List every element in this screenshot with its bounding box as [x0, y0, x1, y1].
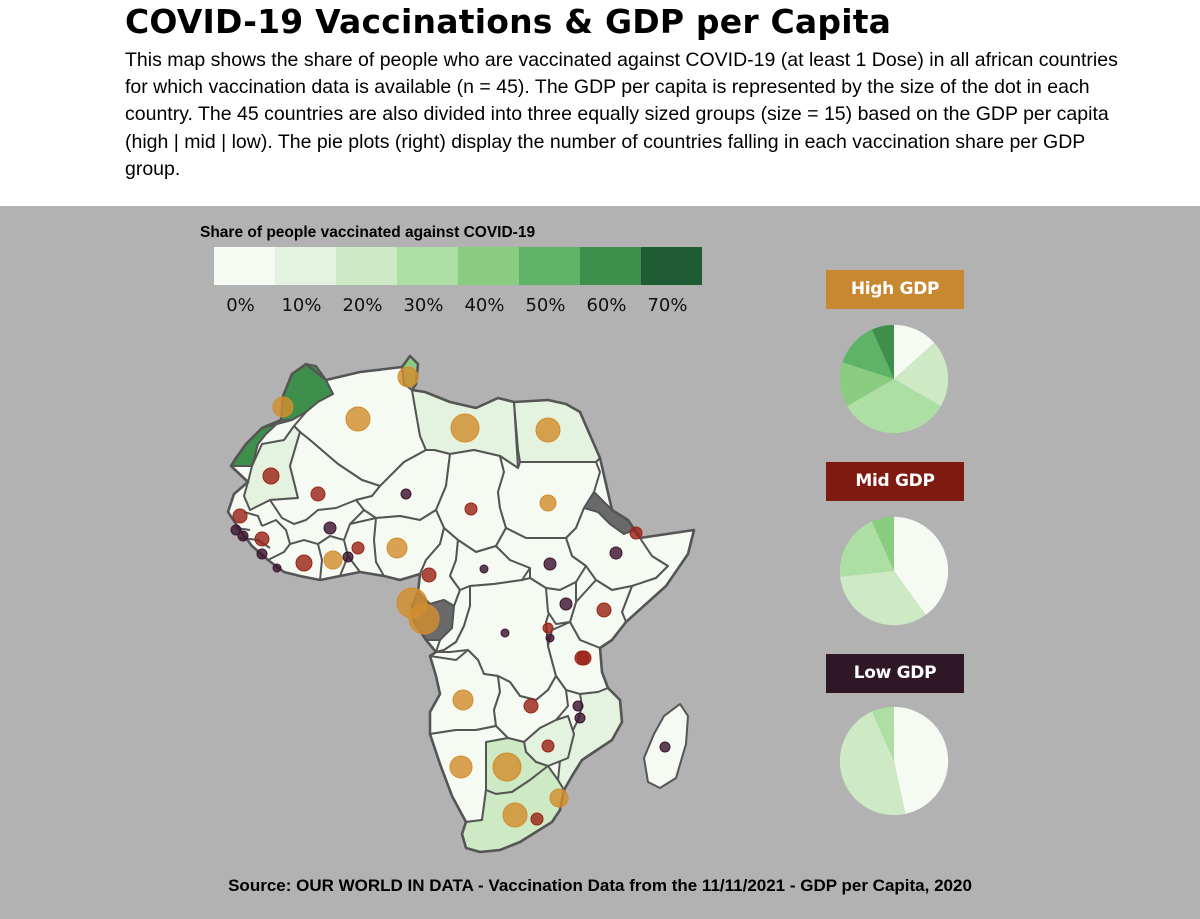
pie-slice	[894, 342, 949, 407]
legend-swatch	[275, 247, 336, 285]
high-gdp-label: High GDP	[826, 270, 964, 309]
gdp-dot-gabon	[408, 603, 440, 635]
gdp-dot-cameroon	[421, 567, 437, 583]
legend-title: Share of people vaccinated against COVID…	[200, 224, 536, 241]
gdp-dot-uganda	[559, 597, 573, 611]
legend-tick-label: 70%	[647, 295, 688, 316]
mid-gdp-pie	[839, 516, 949, 626]
gdp-dot-south-africa	[502, 802, 528, 828]
gdp-dot-guinea-bissau	[237, 530, 249, 542]
color-legend-bar	[214, 247, 702, 285]
pie-slice	[894, 516, 949, 615]
pie-slice	[839, 711, 906, 816]
legend-tick-label: 20%	[342, 295, 383, 316]
country-border	[261, 518, 291, 545]
gdp-dot-madagascar	[659, 741, 671, 753]
gdp-dot-burundi	[545, 633, 555, 643]
legend-swatch	[580, 247, 641, 285]
gdp-dot-central-african-republic	[479, 564, 489, 574]
low-gdp-label: Low GDP	[826, 654, 964, 693]
gdp-dot-eswatini	[549, 788, 569, 808]
gdp-dot-zimbabwe	[541, 739, 555, 753]
high-gdp-pie	[839, 324, 949, 434]
gdp-dot-burkina-faso	[323, 521, 337, 535]
chart-description: This map shows the share of people who a…	[125, 49, 1118, 180]
gdp-dot-senegal	[232, 508, 248, 524]
gdp-dot-dr-congo	[500, 628, 510, 638]
continent-outline	[226, 354, 696, 854]
gdp-dot-chad	[464, 502, 478, 516]
pie-slice	[847, 379, 941, 434]
gdp-dot-tunisia	[397, 366, 419, 388]
gdp-dot-libya	[450, 413, 480, 443]
gdp-dot-tanzania	[576, 650, 592, 666]
gdp-dot-niger	[400, 488, 412, 500]
legend-tick-label: 60%	[586, 295, 627, 316]
gdp-dot-egypt	[535, 417, 561, 443]
gdp-dot-djibouti	[629, 526, 643, 540]
legend-tick-label: 10%	[281, 295, 322, 316]
gdp-dot-nigeria	[386, 537, 408, 559]
gdp-dot-zambia	[523, 698, 539, 714]
gdp-dot-mauritania	[262, 467, 280, 485]
gdp-dot-south-sudan	[543, 557, 557, 571]
legend-tick-label: 50%	[525, 295, 566, 316]
gdp-dot-benin	[351, 541, 365, 555]
pie-slice	[894, 706, 949, 814]
gdp-dot-namibia	[449, 755, 473, 779]
legend-swatch	[641, 247, 702, 285]
gdp-dot-somalia	[596, 602, 612, 618]
country-border	[349, 517, 377, 525]
source-note: Source: OUR WORLD IN DATA - Vaccination …	[228, 876, 972, 895]
gdp-dot-sudan	[539, 494, 557, 512]
pie-slice	[871, 324, 894, 379]
pie-slice	[839, 362, 894, 407]
gdp-dot-botswana	[492, 752, 522, 782]
africa-map	[226, 354, 696, 854]
gdp-dot-guinea	[254, 531, 270, 547]
gdp-dot-ghana	[323, 550, 343, 570]
color-legend-ticks: 0% 10% 20% 30% 40% 50% 60% 70%	[214, 295, 702, 323]
pie-slice	[871, 516, 894, 571]
legend-swatch	[519, 247, 580, 285]
gdp-dot-gambia	[230, 524, 242, 536]
gdp-dot-sierra-leone	[256, 548, 268, 560]
low-gdp-pie	[839, 706, 949, 816]
pie-slice	[842, 329, 894, 379]
mid-gdp-label: Mid GDP	[826, 462, 964, 501]
legend-tick-label: 30%	[403, 295, 444, 316]
pie-slice	[839, 521, 894, 577]
country-border	[243, 511, 263, 527]
gdp-dot-malawi	[572, 700, 584, 712]
gdp-dot-ethiopia	[609, 546, 623, 560]
gdp-dot-liberia	[272, 563, 282, 573]
legend-swatch	[458, 247, 519, 285]
legend-swatch	[397, 247, 458, 285]
gdp-dot-morocco	[272, 396, 294, 418]
gdp-dot-angola	[452, 689, 474, 711]
country-border	[267, 543, 291, 561]
pie-slice	[840, 571, 926, 626]
gdp-dot-lesotho	[530, 812, 544, 826]
gdp-dot-mali	[310, 486, 326, 502]
gdp-dot-mozambique	[574, 712, 586, 724]
legend-swatch	[214, 247, 275, 285]
pie-slice	[894, 324, 935, 379]
legend-swatch	[336, 247, 397, 285]
chart-title: COVID-19 Vaccinations & GDP per Capita	[125, 2, 892, 41]
gdp-dot-cote-d-ivoire	[295, 554, 313, 572]
gdp-dot-rwanda	[542, 622, 554, 634]
gdp-dot-algeria	[345, 406, 371, 432]
legend-tick-label: 0%	[226, 295, 255, 316]
gdp-dot-togo	[342, 551, 354, 563]
legend-tick-label: 40%	[464, 295, 505, 316]
west-africa-region	[228, 466, 384, 580]
pie-slice	[871, 706, 894, 761]
